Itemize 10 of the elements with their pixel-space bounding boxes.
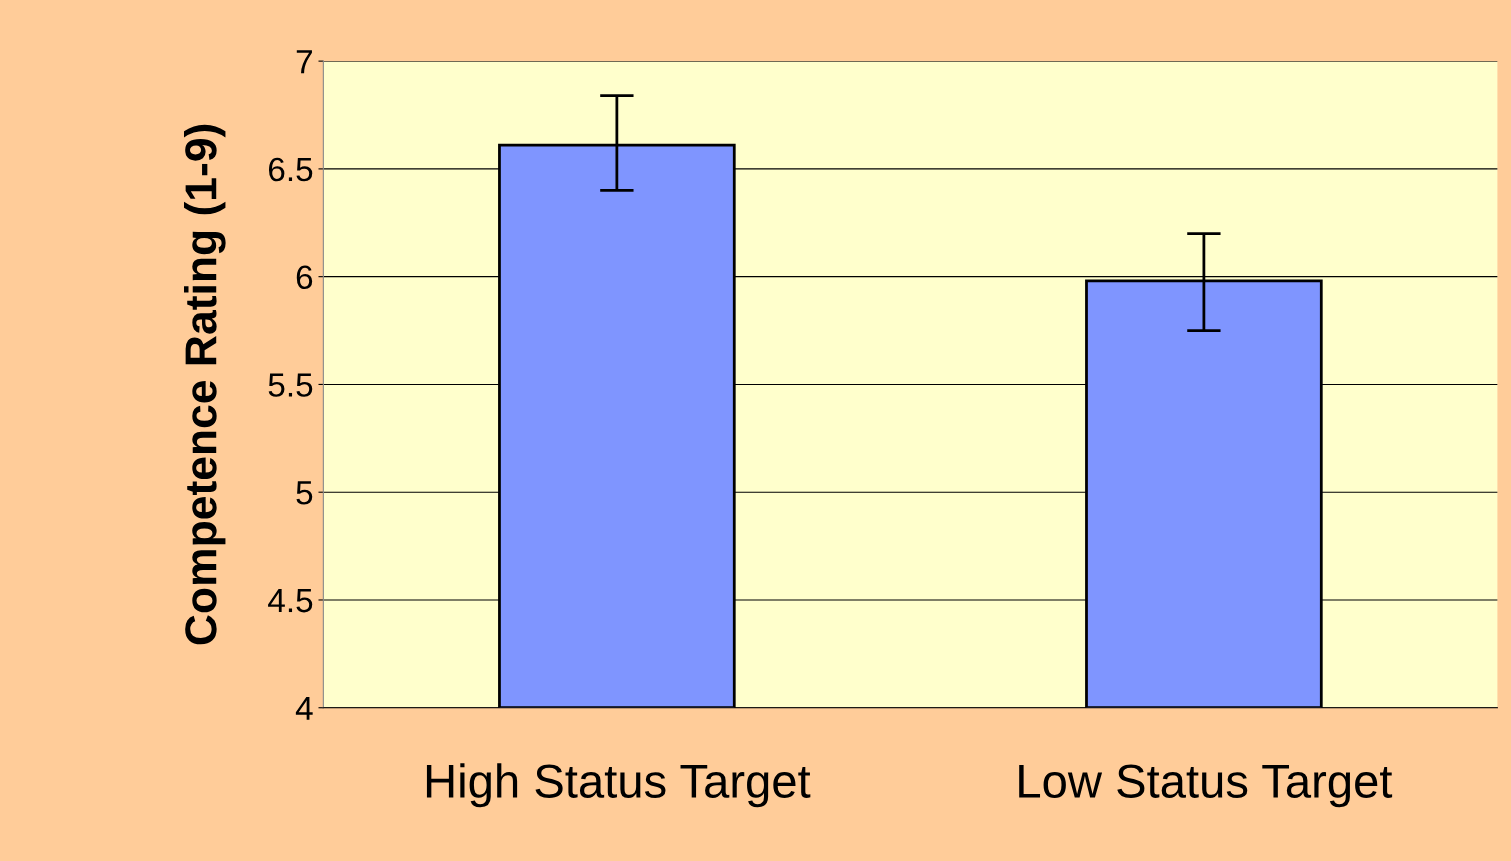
y-tick-label: 6 (296, 265, 313, 290)
y-tick-label: 7 (296, 50, 312, 74)
x-tick-label: Low Status Target (1019, 764, 1393, 808)
y-tick-label: 4 (295, 696, 313, 720)
y-tick-label: 5.5 (268, 373, 313, 397)
x-tick-label: High Status Target (426, 763, 811, 808)
y-axis-title: Competence Rating (1-9) (184, 124, 226, 645)
y-tick-label: 6.5 (268, 157, 313, 182)
y-tick-label: 4.5 (268, 589, 313, 613)
y-tick-label: 5 (296, 481, 313, 505)
